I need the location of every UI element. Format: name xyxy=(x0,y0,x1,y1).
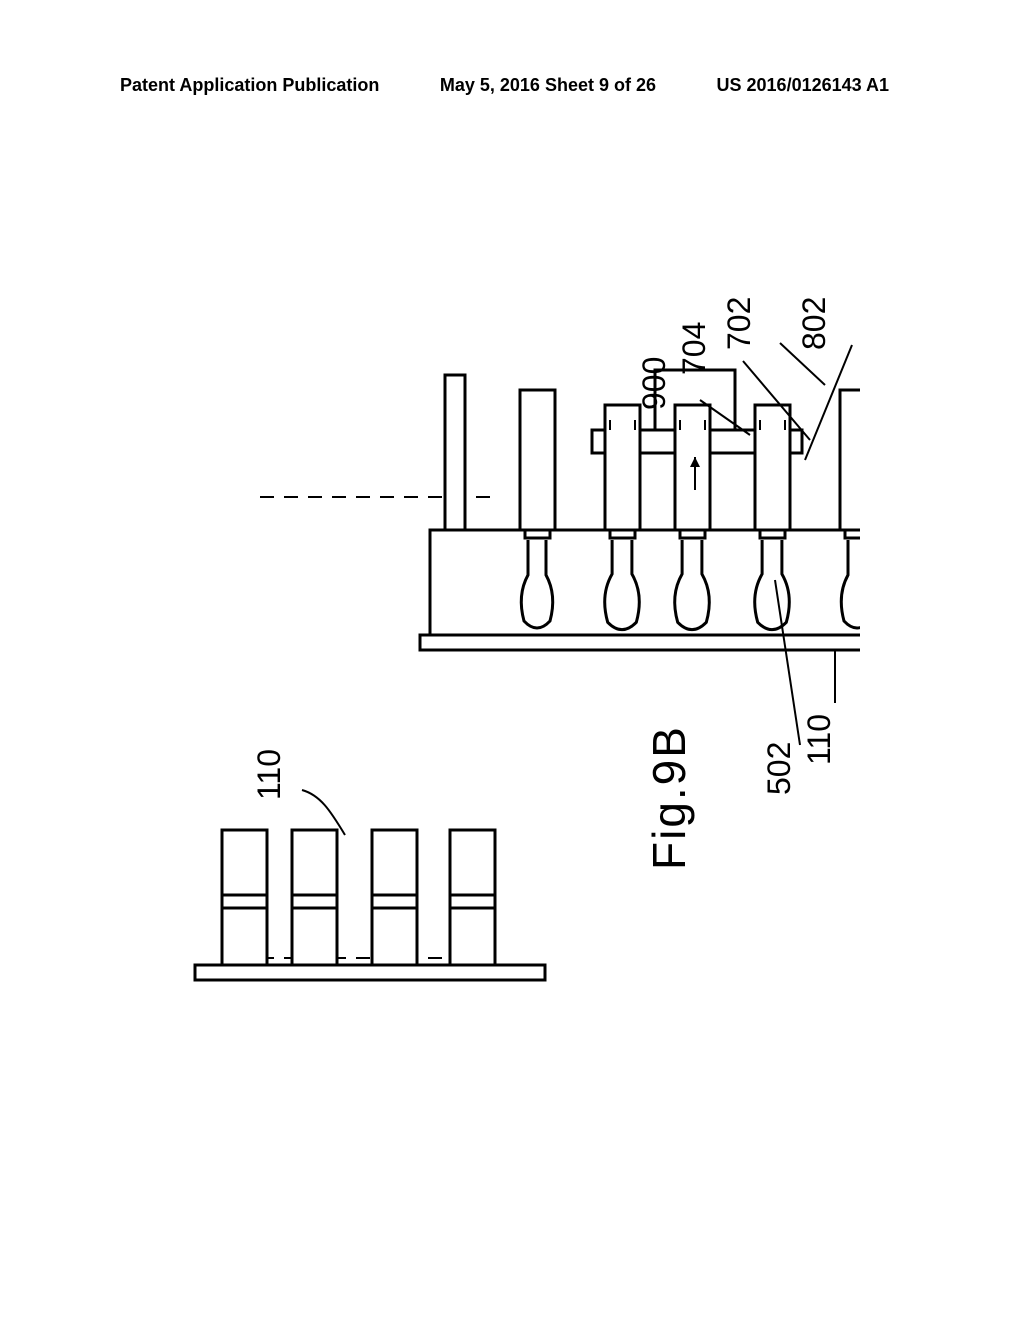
header-center: May 5, 2016 Sheet 9 of 26 xyxy=(440,75,656,96)
svg-text:110: 110 xyxy=(801,714,837,765)
svg-text:502: 502 xyxy=(761,742,797,795)
svg-text:110: 110 xyxy=(251,749,287,800)
svg-text:702: 702 xyxy=(721,297,757,350)
svg-text:704: 704 xyxy=(676,322,712,375)
patent-figure-svg: 900704702802502110190102Fig.9A110Fig.9B xyxy=(160,245,860,1085)
header-left: Patent Application Publication xyxy=(120,75,379,96)
svg-text:900: 900 xyxy=(636,357,672,410)
svg-text:Fig.9B: Fig.9B xyxy=(643,725,695,870)
page-header: Patent Application Publication May 5, 20… xyxy=(0,75,1024,96)
svg-text:802: 802 xyxy=(796,297,832,350)
header-right: US 2016/0126143 A1 xyxy=(717,75,889,96)
figure-area: 900704702802502110190102Fig.9A110Fig.9B xyxy=(160,245,860,1085)
